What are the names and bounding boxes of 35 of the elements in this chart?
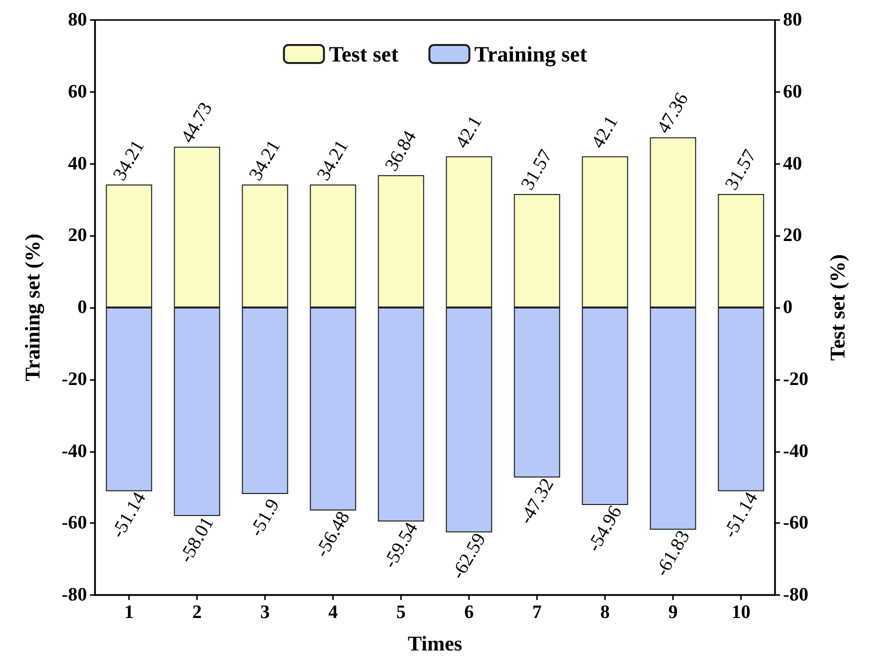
y2-tick-label: -20 [783,368,808,390]
x-tick-label: 2 [192,602,202,623]
x-tick-label: 8 [600,602,610,623]
y-tick-label: -60 [62,512,87,534]
x-tick-label: 4 [328,602,338,623]
y2-tick-label: -40 [783,440,808,462]
y2-tick-label: 60 [783,81,802,102]
x-tick-label: 10 [732,602,750,623]
y-tick-label: 0 [78,297,87,318]
x-axis-title: Times [408,632,462,656]
y-tick-label: -40 [62,440,87,462]
y-axis-title: Training set (%) [20,234,44,382]
x-tick-label: 1 [124,602,134,623]
y-tick-label: 60 [68,81,87,102]
y-tick-label: 20 [68,225,87,246]
y2-tick-label: 20 [783,225,802,246]
legend-label: Test set [328,42,400,66]
y2-axis-title: Test set (%) [826,254,850,361]
x-tick-label: 5 [396,602,406,623]
x-tick-label: 3 [260,602,270,623]
y-tick-label: 80 [68,10,87,30]
data-label: 42.1 [452,112,486,152]
legend-label: Training set [474,42,588,66]
y-tick-label: -80 [62,584,87,606]
y2-tick-label: -80 [783,584,808,606]
y2-tick-label: -60 [783,512,808,534]
y2-tick-label: 80 [783,10,802,30]
y-tick-label: -20 [62,368,87,390]
x-tick-label: 6 [464,602,474,623]
x-tick-label: 7 [532,602,542,623]
y2-tick-label: 0 [783,297,792,318]
x-tick-label: 9 [668,602,678,623]
y2-tick-label: 40 [783,153,802,174]
y-tick-label: 40 [68,153,87,174]
data-label: 42.1 [588,112,622,152]
